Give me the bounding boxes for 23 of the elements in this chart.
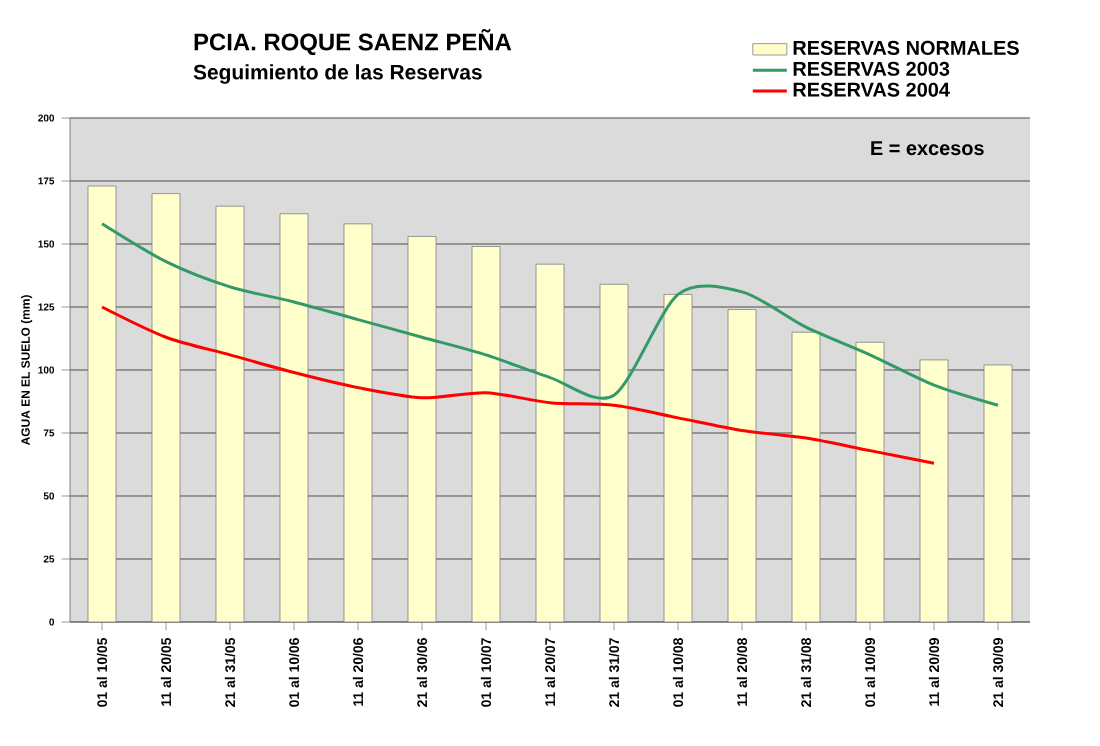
bar [279,213,309,623]
bar [983,364,1013,623]
bar [919,359,949,623]
bar [215,205,245,623]
line-series [100,222,1000,407]
bar [87,185,117,623]
bar [663,293,693,623]
bar [791,331,821,623]
legend-label: RESERVAS 2003 [793,61,950,76]
bar [727,309,757,623]
legend-label: RESERVAS NORMALES [793,40,1019,55]
bar [599,283,629,623]
bar [855,341,885,623]
bar [343,223,373,623]
bar [535,263,565,623]
bar [471,246,501,623]
annotation: E = excesos [871,141,984,156]
chart-subtitle: Seguimiento de las Reservas [193,64,482,84]
line-series [100,305,936,465]
legend-label: RESERVAS 2004 [793,82,950,97]
chart-title: PCIA. ROQUE SAENZ PEÑA [194,29,512,56]
bar [151,193,181,623]
bar [407,236,437,623]
